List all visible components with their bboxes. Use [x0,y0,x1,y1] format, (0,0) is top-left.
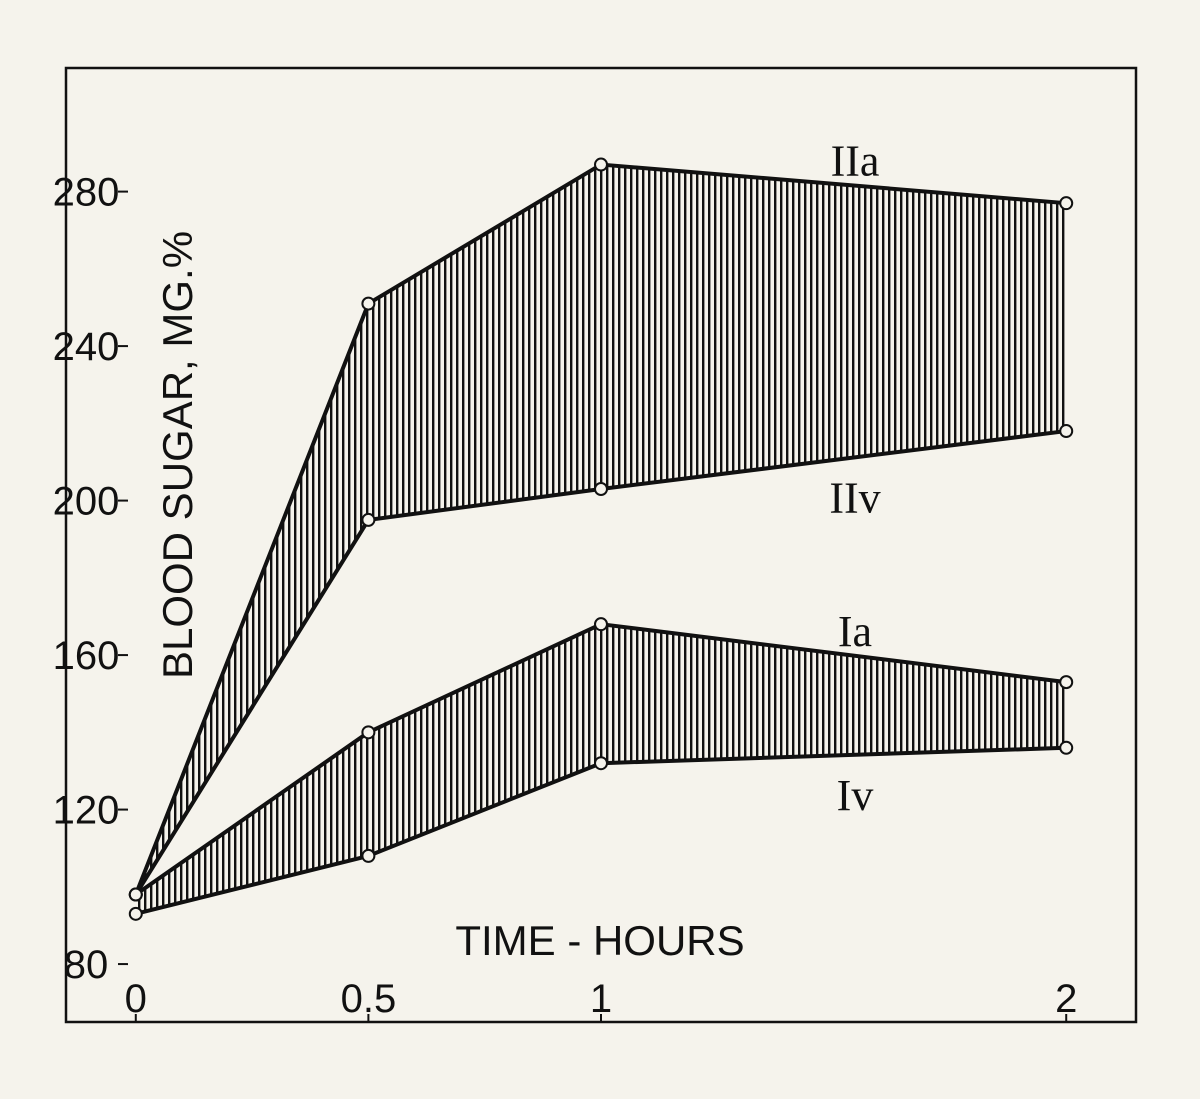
data-point [1059,675,1074,690]
data-point [361,512,376,527]
data-point [1059,740,1074,755]
series-line [134,429,1067,896]
y-tick-label: 200 [53,480,120,524]
x-tick-label: 1 [590,977,612,1021]
band [135,624,1067,914]
data-point [1059,196,1074,211]
data-point [1059,424,1074,439]
x-axis-label: TIME - HOURS [455,917,744,964]
y-tick-label: 80 [64,943,109,987]
data-point [594,157,608,172]
data-point [128,887,143,902]
data-point [361,725,376,740]
series-line [133,162,1067,896]
y-tick-label: 160 [53,634,120,678]
x-tick-label: 2 [1055,977,1077,1021]
series-label: IIa [831,137,880,186]
x-tick-label: 0 [125,977,147,1021]
y-tick-label: 280 [53,171,120,215]
series-line [134,622,1067,897]
band [135,164,1067,895]
series-label: Ia [838,607,872,656]
y-tick-label: 120 [53,789,120,833]
y-axis-label: BLOOD SUGAR, MG.% [154,231,201,679]
series-line [135,745,1067,916]
data-point [361,848,376,863]
data-point [361,296,376,311]
series-label: Iv [837,771,874,820]
data-point [128,906,143,921]
data-point [594,617,608,632]
series-label: IIv [829,473,880,522]
y-tick-label: 240 [53,325,120,369]
data-point [594,481,608,496]
data-point [594,756,608,771]
x-tick-label: 0.5 [341,977,397,1021]
